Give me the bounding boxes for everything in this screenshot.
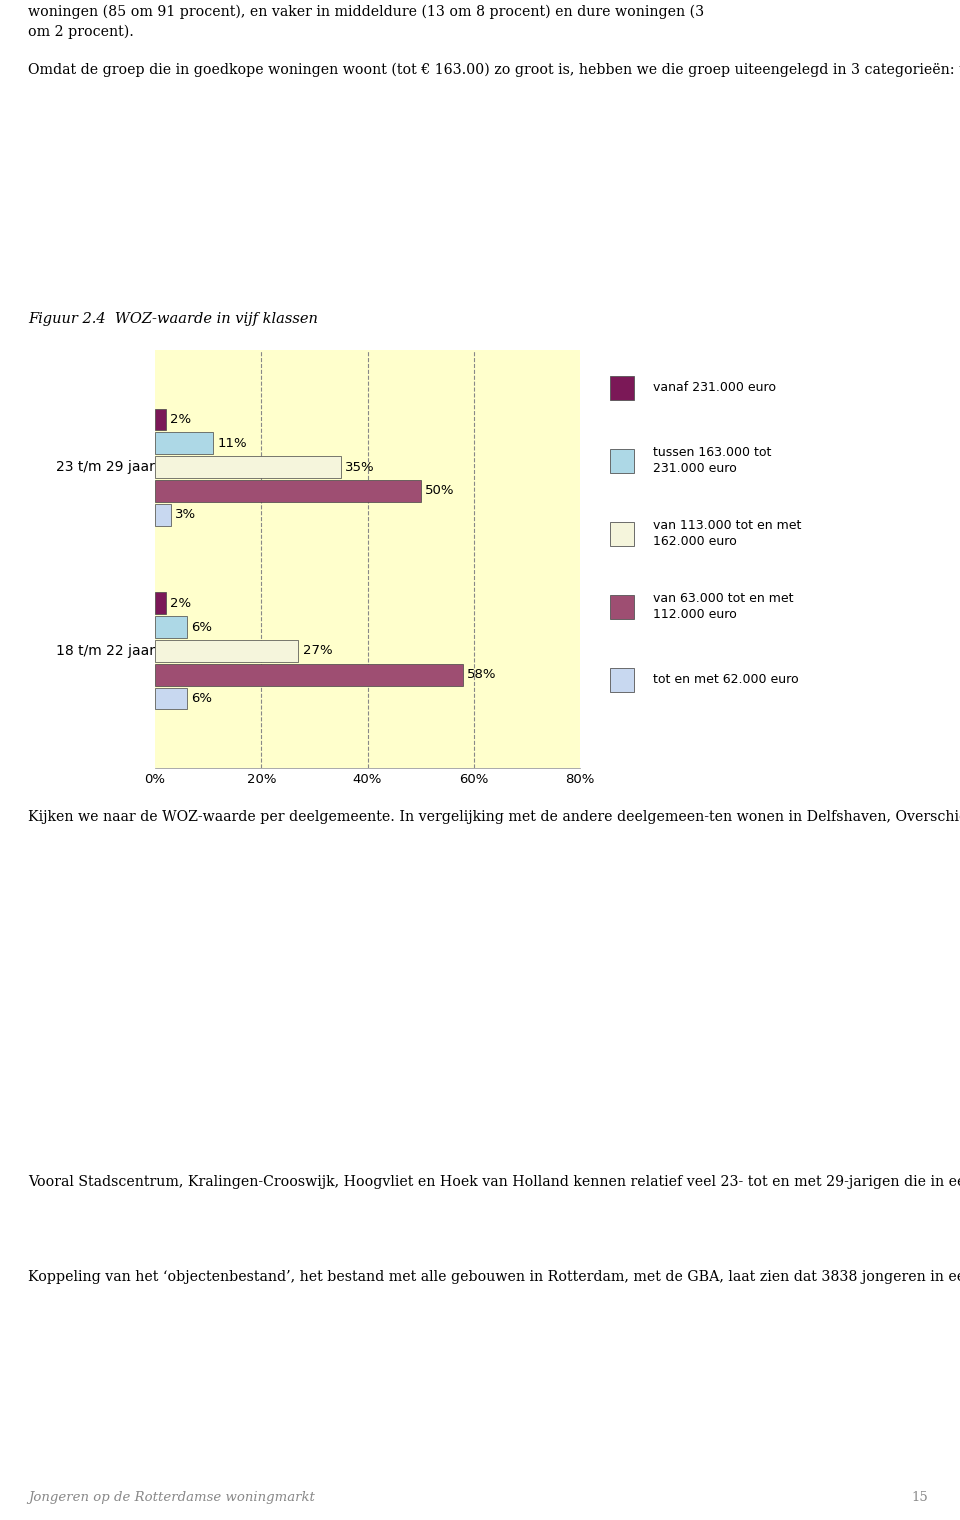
Text: tot en met 62.000 euro: tot en met 62.000 euro [654, 673, 799, 687]
Text: 15: 15 [911, 1491, 928, 1503]
Bar [155, 432, 213, 454]
Bar [610, 448, 634, 473]
Text: van 63.000 tot en met
112.000 euro: van 63.000 tot en met 112.000 euro [654, 593, 794, 622]
Bar [610, 375, 634, 400]
Bar [155, 593, 166, 614]
Bar [155, 616, 187, 638]
Text: 3%: 3% [175, 508, 196, 521]
Text: van 113.000 tot en met
162.000 euro: van 113.000 tot en met 162.000 euro [654, 520, 802, 549]
Text: 6%: 6% [191, 620, 212, 634]
Text: 23 t/m 29 jaar: 23 t/m 29 jaar [56, 461, 155, 474]
Bar [155, 409, 166, 430]
Bar [155, 456, 341, 477]
Text: Figuur 2.4  WOZ-waarde in vijf klassen: Figuur 2.4 WOZ-waarde in vijf klassen [28, 312, 318, 325]
Text: 6%: 6% [191, 692, 212, 705]
Text: Jongeren op de Rotterdamse woningmarkt: Jongeren op de Rotterdamse woningmarkt [28, 1491, 315, 1503]
Text: Koppeling van het ‘objectenbestand’, het bestand met alle gebouwen in Rotterdam,: Koppeling van het ‘objectenbestand’, het… [28, 1271, 960, 1284]
Text: 27%: 27% [302, 644, 332, 658]
Text: woningen (85 om 91 procent), en vaker in middeldure (13 om 8 procent) en dure wo: woningen (85 om 91 procent), en vaker in… [28, 5, 960, 78]
Bar [155, 503, 171, 526]
Text: 2%: 2% [170, 413, 191, 426]
Text: Vooral Stadscentrum, Kralingen-Crooswijk, Hoogvliet en Hoek van Holland kennen r: Vooral Stadscentrum, Kralingen-Crooswijk… [28, 1175, 960, 1189]
Bar [155, 640, 299, 661]
Text: 18 t/m 22 jaar: 18 t/m 22 jaar [56, 644, 155, 658]
Bar [610, 594, 634, 619]
Bar [610, 669, 634, 692]
Bar [155, 687, 187, 710]
Text: Kijken we naar de WOZ-waarde per deelgemeente. In vergelijking met de andere dee: Kijken we naar de WOZ-waarde per deelgem… [28, 810, 960, 824]
Text: vanaf 231.000 euro: vanaf 231.000 euro [654, 382, 777, 394]
Text: 58%: 58% [468, 669, 497, 681]
Bar [155, 664, 463, 686]
Bar [155, 480, 420, 502]
Text: 2%: 2% [170, 597, 191, 610]
Bar [610, 521, 634, 546]
Text: 11%: 11% [218, 436, 248, 450]
Text: 35%: 35% [346, 461, 374, 474]
Text: 50%: 50% [425, 485, 454, 497]
Text: tussen 163.000 tot
231.000 euro: tussen 163.000 tot 231.000 euro [654, 447, 772, 476]
